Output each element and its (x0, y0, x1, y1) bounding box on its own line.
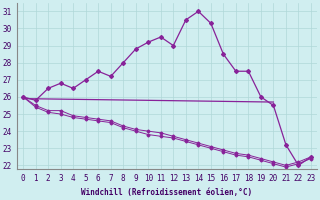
X-axis label: Windchill (Refroidissement éolien,°C): Windchill (Refroidissement éolien,°C) (82, 188, 252, 197)
